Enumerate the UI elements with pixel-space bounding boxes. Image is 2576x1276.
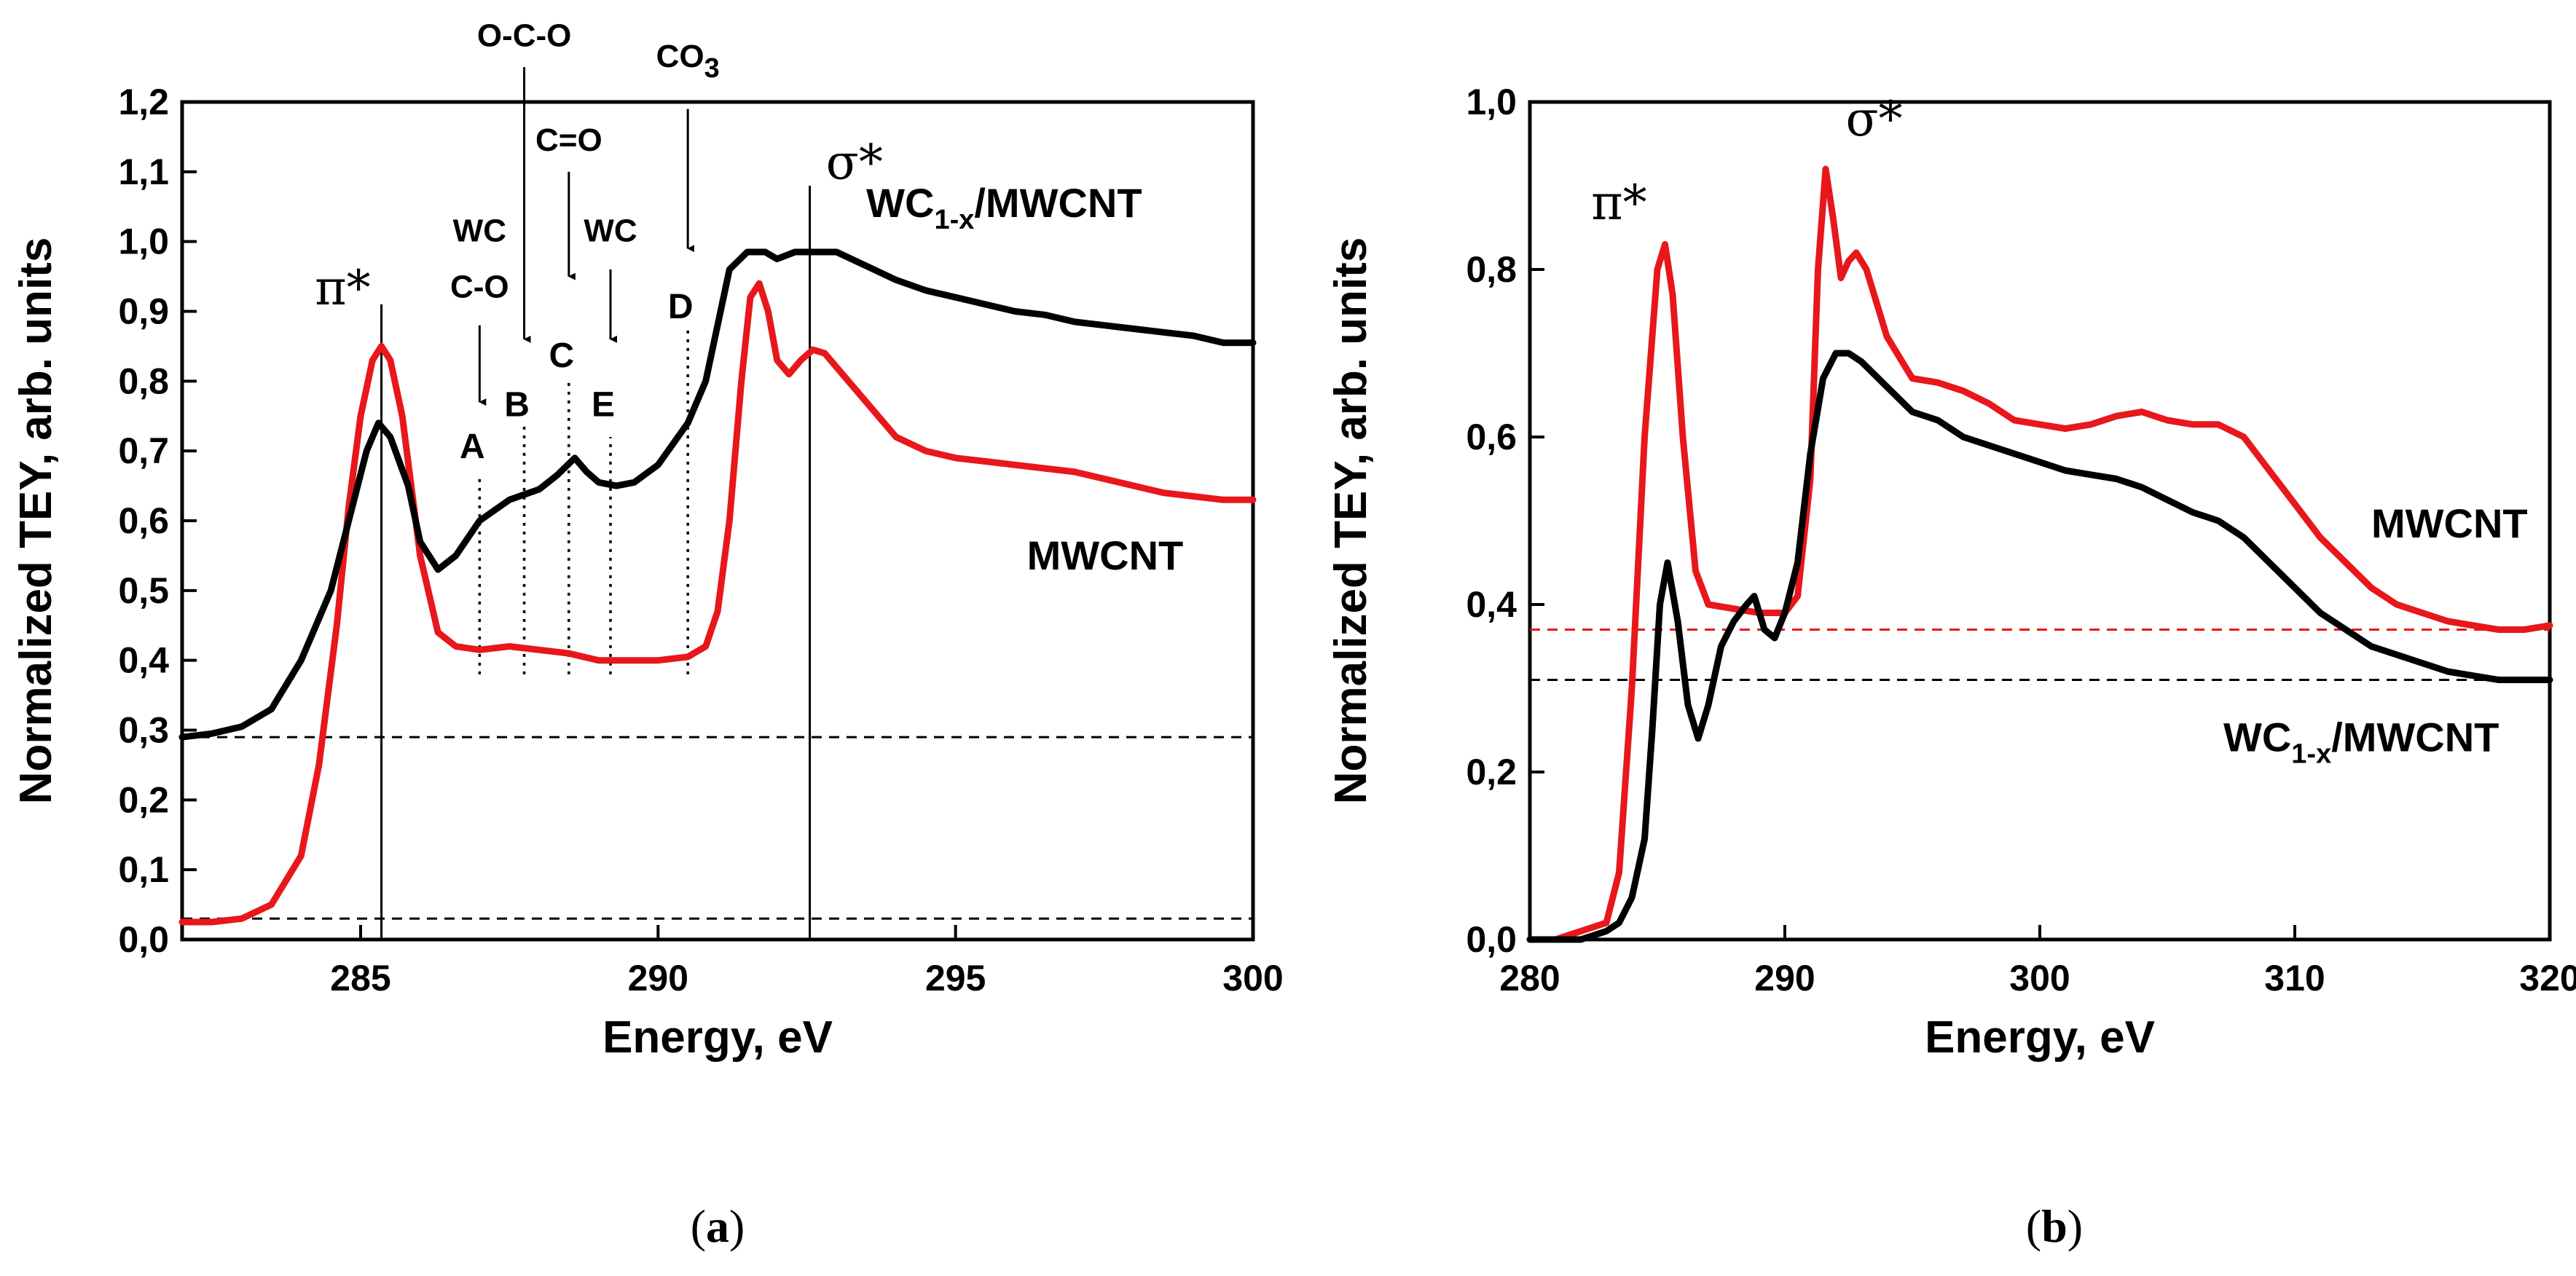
panel-label-b: (b) [2026, 1200, 2083, 1252]
series-label-main: WC [2223, 714, 2291, 760]
y-tick-label-a: 0,3 [118, 710, 169, 751]
series-label-main: WC [866, 180, 934, 226]
sigma-star-label: σ* [826, 134, 883, 190]
reference-lines-a [182, 186, 1253, 940]
series-label-subscript: 1-x [2291, 739, 2331, 769]
y-tick-label-b: 0,4 [1466, 584, 1517, 625]
series-line-mwcnt [178, 280, 1257, 926]
panel-label-b-letter: b [2041, 1200, 2068, 1252]
x-tick-label-a: 300 [1222, 958, 1283, 999]
y-axis-title-b: Normalized TEY, arb. units [1326, 237, 1376, 805]
pi-star-label: π* [1591, 175, 1646, 231]
x-tick-label-b: 290 [1754, 958, 1815, 999]
series-group-b [1526, 165, 2553, 943]
x-tick-label-b: 310 [2264, 958, 2325, 999]
annotation-label-e: WC [584, 213, 637, 249]
y-axis-title-a: Normalized TEY, arb. units [11, 237, 61, 805]
series-label-wc1x-mwcnt: WC1-x/MWCNT [866, 180, 1142, 235]
series-group-a [178, 248, 1257, 926]
annotation-label-a: C-O [450, 269, 509, 304]
annotation-letter-b: B [504, 385, 530, 424]
annotation-label-co3-main: CO [656, 39, 704, 74]
series-line-wc1x-mwcnt [1526, 350, 2553, 943]
annotation-letter-e: E [592, 385, 615, 424]
chart-panel-a: 285 290 295 300 0,0 0,1 0,2 0,3 0,4 0,5 0,6 0,7 0,8 0… [11, 17, 1284, 1252]
y-tick-label-a: 1,1 [118, 151, 169, 192]
x-axis-title-b: Energy, eV [1925, 1012, 2155, 1063]
y-tick-label-b: 0,2 [1466, 752, 1517, 792]
series-label-main: MWCNT [1027, 532, 1184, 578]
annotation-letter-a: A [460, 428, 485, 466]
y-tick-label-a: 0,2 [118, 779, 169, 820]
reference-lines-b [1530, 629, 2550, 681]
y-tick-label-a: 0,4 [118, 640, 169, 681]
series-label-wc1x-mwcnt: WC1-x/MWCNT [2223, 714, 2499, 769]
chart-panel-b: 280 290 300 310 320 0,0 0,2 0,4 0,6 0,8 1,0 MWCNT W… [1326, 82, 2576, 1252]
series-line-mwcnt [1526, 165, 2553, 943]
series-label-main: MWCNT [2371, 500, 2528, 546]
y-tick-label-a: 0,0 [118, 919, 169, 960]
annotation-label-co3-subscript: 3 [704, 53, 720, 84]
y-tick-label-b: 0,0 [1466, 919, 1517, 960]
axis-ticks-b: 280 290 300 310 320 0,0 0,2 0,4 0,6 0,8 1,0 [1466, 82, 2576, 999]
annotation-letter-c: C [549, 336, 574, 375]
annotation-letter-d: D [668, 288, 694, 326]
axis-ticks-a: 285 290 295 300 0,0 0,1 0,2 0,3 0,4 0,5 0,6 0,7 0,8 0… [118, 82, 1283, 999]
series-label-mwcnt: MWCNT [2371, 500, 2528, 546]
sigma-star-label: σ* [1845, 91, 1902, 147]
series-line-wc1x-mwcnt [178, 248, 1257, 741]
annotations-a: MWCNTWC1-x/MWCNTπ*σ*WCC-OAO-C-OBC=OCWCEC… [315, 17, 1183, 578]
y-tick-label-a: 0,9 [118, 291, 169, 332]
series-label-subscript: 1-x [934, 205, 974, 235]
y-tick-label-a: 0,5 [118, 570, 169, 611]
annotation-label-co3: CO3 [656, 39, 720, 84]
x-tick-label-a: 285 [330, 958, 390, 999]
y-tick-label-a: 0,8 [118, 361, 169, 401]
panel-label-a: (a) [691, 1200, 745, 1252]
annotations-b: MWCNT WC1-x/MWCNT π* σ* [1591, 91, 2527, 769]
y-tick-label-a: 1,0 [118, 221, 169, 262]
y-tick-label-b: 1,0 [1466, 82, 1517, 122]
annotation-label-b: O-C-O [477, 17, 572, 53]
y-tick-label-b: 0,6 [1466, 417, 1517, 457]
annotation-label-a: WC [453, 213, 506, 249]
x-tick-label-a: 295 [925, 958, 986, 999]
y-tick-label-a: 1,2 [118, 82, 169, 122]
series-label-mwcnt: MWCNT [1027, 532, 1184, 578]
x-tick-label-b: 300 [2009, 958, 2070, 999]
y-tick-label-a: 0,1 [118, 849, 169, 890]
annotation-label-c: C=O [535, 122, 602, 158]
series-label-tail: /MWCNT [974, 180, 1142, 226]
x-axis-title-a: Energy, eV [602, 1012, 833, 1063]
x-tick-label-b: 320 [2519, 958, 2576, 999]
panel-label-a-letter: a [706, 1200, 729, 1252]
y-tick-label-a: 0,7 [118, 430, 169, 471]
series-label-tail: /MWCNT [2331, 714, 2499, 760]
pi-star-label: π* [315, 260, 370, 316]
x-tick-label-b: 280 [1499, 958, 1560, 999]
x-tick-label-a: 290 [628, 958, 688, 999]
y-tick-label-b: 0,8 [1466, 249, 1517, 290]
plot-frame-a [180, 100, 1255, 942]
y-tick-label-a: 0,6 [118, 500, 169, 541]
